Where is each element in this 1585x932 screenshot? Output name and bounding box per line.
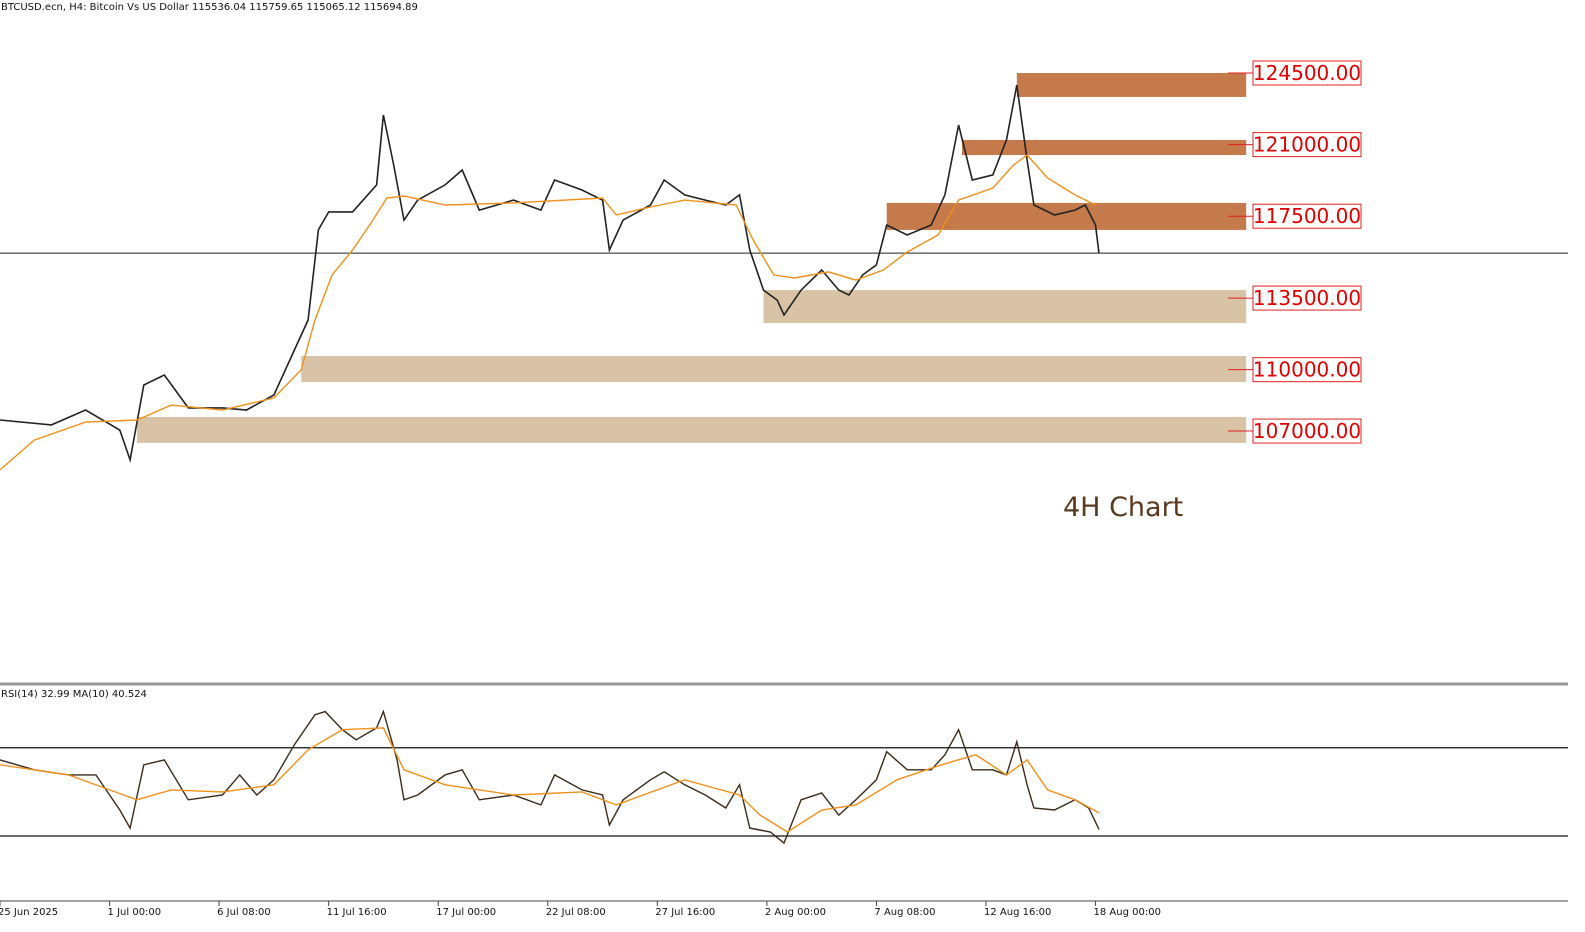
price-zone (136, 416, 1247, 443)
price-zone (1016, 73, 1247, 97)
x-tick-label: 27 Jul 16:00 (655, 907, 715, 918)
price-zone (962, 139, 1247, 156)
series-line (0, 84, 1100, 464)
price-zone (886, 202, 1247, 230)
level-label: 124500.00 (1253, 61, 1361, 85)
level-box (1252, 357, 1362, 383)
chart-header: BTCUSD.ecn, H4: Bitcoin Vs US Dollar 115… (1, 2, 418, 13)
price-zone (763, 290, 1247, 324)
x-tick-label: 22 Jul 08:00 (546, 907, 606, 918)
x-tick-label: 17 Jul 00:00 (436, 907, 496, 918)
level-box (1252, 60, 1362, 86)
x-tick-label: 6 Jul 08:00 (217, 907, 271, 918)
series-line (0, 709, 1100, 845)
x-tick-label: 25 Jun 2025 (0, 907, 58, 918)
level-label: 113500.00 (1253, 286, 1361, 310)
level-label: 107000.00 (1253, 419, 1361, 443)
level-box (1252, 418, 1362, 444)
x-tick-label: 1 Jul 00:00 (108, 907, 162, 918)
rsi-header: RSI(14) 32.99 MA(10) 40.524 (1, 689, 147, 700)
level-label: 110000.00 (1253, 358, 1361, 382)
x-tick-label: 2 Aug 00:00 (765, 907, 826, 918)
level-label: 121000.00 (1253, 133, 1361, 157)
level-box (1252, 203, 1362, 229)
series-line (0, 727, 1100, 833)
x-tick-label: 7 Aug 08:00 (874, 907, 935, 918)
x-tick-label: 18 Aug 00:00 (1094, 907, 1161, 918)
chart-annotation: 4H Chart (1063, 492, 1183, 523)
x-tick-label: 12 Aug 16:00 (984, 907, 1051, 918)
price-zone (301, 355, 1247, 382)
level-label: 117500.00 (1253, 204, 1361, 228)
series-line (0, 154, 1096, 471)
level-box (1252, 132, 1362, 158)
x-tick-label: 11 Jul 16:00 (327, 907, 387, 918)
level-box (1252, 285, 1362, 311)
